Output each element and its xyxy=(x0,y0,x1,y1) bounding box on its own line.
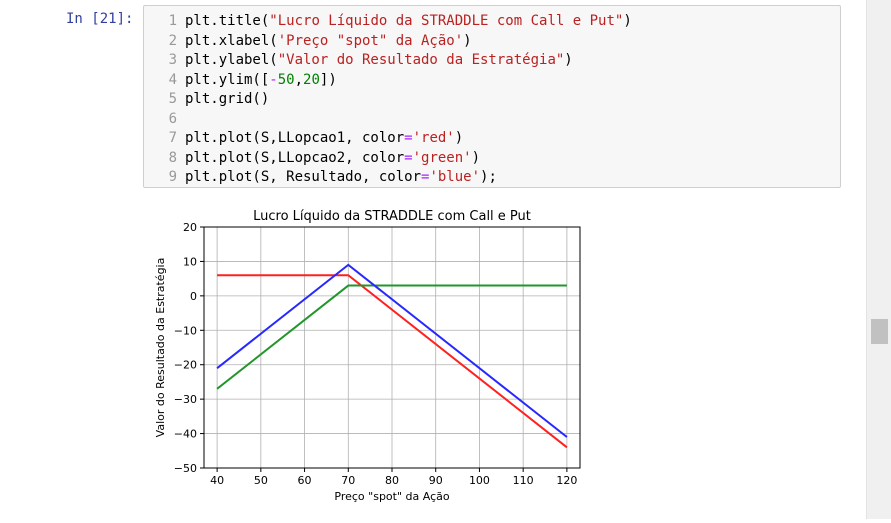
code-token: plt.xlabel( xyxy=(185,32,278,49)
y-tick-label: −50 xyxy=(174,462,197,475)
code-token: ]) xyxy=(319,71,337,88)
y-tick-label: 20 xyxy=(183,221,197,234)
line-number: 2 xyxy=(168,32,177,49)
code-token: 'blue' xyxy=(429,169,481,185)
code-token: = xyxy=(404,130,413,146)
code-token: plt.ylabel( xyxy=(185,52,278,68)
code-token: plt.ylim([ xyxy=(185,71,270,88)
code-token: 'red' xyxy=(412,130,455,146)
y-tick-label: 0 xyxy=(190,290,197,303)
series-line-1 xyxy=(217,274,568,449)
code-token: 50 xyxy=(277,71,295,88)
code-token: = xyxy=(421,169,430,185)
line-number: 9 xyxy=(168,169,177,185)
code-token: 'Preço "spot" da Ação' xyxy=(277,32,464,49)
y-tick-label: −20 xyxy=(174,359,197,372)
series-line-2 xyxy=(216,284,567,390)
code-token: - xyxy=(269,71,278,88)
code-token: 20 xyxy=(303,71,320,88)
code-line: 7 plt.plot(S,LLopcao1, color='red') xyxy=(144,129,464,149)
code-line: 5 plt.grid() xyxy=(144,90,270,110)
y-tick-label: −10 xyxy=(174,324,197,337)
y-axis-label: Valor do Resultado da Estratégia xyxy=(154,258,167,438)
code-line: 3 plt.ylabel("Valor do Resultado da Estra… xyxy=(144,51,573,71)
code-token: ) xyxy=(623,13,632,29)
code-line: 1 plt.title("Lucro Líquido da STRADDLE co… xyxy=(144,12,632,32)
code-token: ) xyxy=(454,130,464,146)
code-token: ) xyxy=(463,32,472,49)
code-token: plt.title( xyxy=(185,13,270,29)
code-token: = xyxy=(404,149,413,166)
code-token: ) xyxy=(471,149,481,166)
x-tick-label: 80 xyxy=(385,474,399,487)
code-token: 'green' xyxy=(412,149,472,166)
line-number: 3 xyxy=(168,52,177,68)
code-line: 4 plt.ylim([-50,20]) xyxy=(144,71,337,91)
x-tick-label: 40 xyxy=(210,474,224,487)
code-token: ); xyxy=(480,169,497,185)
x-tick-label: 100 xyxy=(469,474,490,487)
line-number: 1 xyxy=(168,13,177,29)
line-number: 4 xyxy=(168,71,177,88)
code-line: 8 plt.plot(S,LLopcao2, color='green') xyxy=(144,149,480,169)
line-number: 8 xyxy=(168,149,177,166)
scrollbar-thumb[interactable] xyxy=(871,319,888,344)
code-token: plt.plot(S,LLopcao1, color xyxy=(185,130,405,146)
code-token: plt.plot(S,LLopcao2, color xyxy=(185,149,405,166)
cell-output: 40 50 60 70 80 90 100 110 120 20 10 0 −10 −20 −30 −40 −5… xyxy=(143,196,863,519)
line-number: 6 xyxy=(168,110,177,127)
code-line: 6 xyxy=(144,110,185,130)
x-axis-label: Preço "spot" da Ação xyxy=(334,490,449,503)
y-tick-label: −40 xyxy=(174,428,197,441)
y-tick-label: −30 xyxy=(174,393,197,406)
x-tick-label: 120 xyxy=(556,474,577,487)
cell-prompt: In [21]: xyxy=(66,11,134,27)
line-chart: 40 50 60 70 80 90 100 110 12020100−10−20−30−40−5… xyxy=(154,209,581,503)
code-token: "Lucro Líquido da STRADDLE com Call e Pu… xyxy=(269,13,624,29)
x-tick-label: 50 xyxy=(254,474,268,487)
x-tick-label: 90 xyxy=(429,474,443,487)
x-tick-label: 110 xyxy=(513,474,534,487)
code-token: , xyxy=(294,71,304,88)
x-tick-label: 70 xyxy=(341,474,355,487)
chart-title: Lucro Líquido da STRADDLE com Call e Put xyxy=(253,209,531,224)
scrollbar-track[interactable] xyxy=(866,0,891,519)
code-token: "Valor do Resultado da Estratégia" xyxy=(277,52,565,68)
code-token: ) xyxy=(564,52,573,68)
code-line: 9 plt.plot(S, Resultado, color='blue'); xyxy=(144,168,497,188)
series-line-3 xyxy=(216,263,568,438)
code-token: plt.plot(S, Resultado, color xyxy=(185,169,422,185)
x-tick-label: 60 xyxy=(298,474,312,487)
code-token: plt.grid() xyxy=(185,91,270,107)
y-tick-label: 10 xyxy=(183,255,197,268)
line-number: 7 xyxy=(168,130,177,146)
code-line: 2 plt.xlabel('Preço "spot" da Ação') xyxy=(144,32,472,52)
code-editor[interactable]: 1 plt.title("Lucro Líquido da STRADDLE co… xyxy=(143,5,841,188)
line-number: 5 xyxy=(168,91,177,107)
